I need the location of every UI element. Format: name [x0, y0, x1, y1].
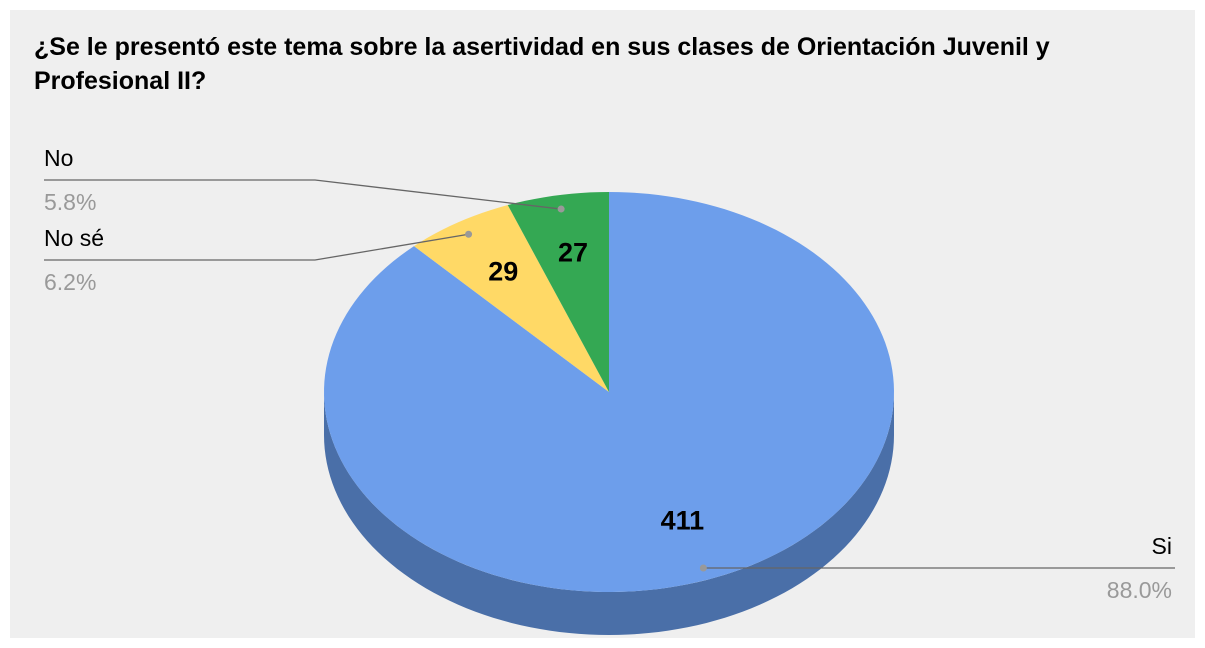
value-label: 411 [661, 505, 705, 535]
leader-dot [557, 205, 565, 213]
leader-line [44, 233, 469, 261]
value-label: 29 [488, 256, 518, 286]
slice [507, 192, 609, 392]
legend-label: Si [1152, 533, 1172, 559]
leader-dot [699, 564, 707, 572]
chart-title: ¿Se le presentó este tema sobre la asert… [34, 33, 1050, 95]
value-label: 27 [558, 237, 588, 267]
legend-label: No sé [44, 225, 104, 251]
legend-label: No [44, 145, 73, 171]
percent-label: 5.8% [44, 189, 96, 215]
percent-label: 6.2% [44, 269, 96, 295]
percent-label: 88.0% [1107, 577, 1172, 603]
slice [414, 205, 609, 392]
slice [324, 192, 894, 592]
leader-line [44, 179, 562, 210]
leader-dot [465, 230, 473, 238]
slice-side [324, 392, 894, 635]
